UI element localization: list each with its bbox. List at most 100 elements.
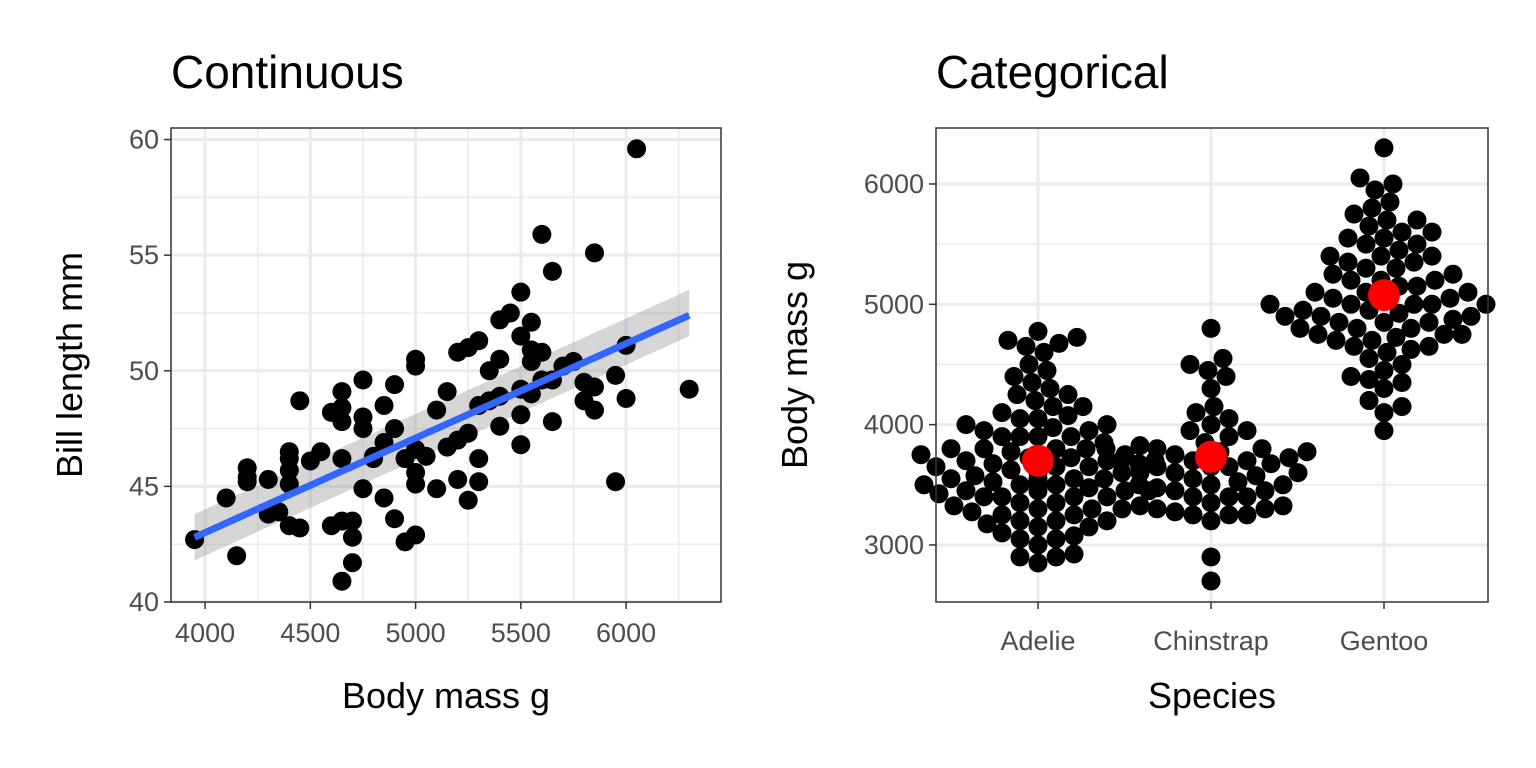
- data-point-chinstrap: [1288, 463, 1308, 483]
- data-point-adelie: [911, 445, 931, 465]
- data-point: [469, 449, 489, 469]
- data-point-adelie: [1028, 535, 1048, 555]
- data-point-adelie: [1046, 475, 1066, 495]
- data-point: [332, 449, 352, 469]
- data-point-adelie: [1073, 397, 1093, 417]
- data-point-adelie: [1064, 505, 1084, 525]
- data-point-gentoo: [1347, 318, 1367, 338]
- data-point-adelie: [1028, 321, 1048, 341]
- x-tick-label: 6000: [596, 618, 656, 648]
- data-point-gentoo: [1365, 180, 1385, 200]
- data-point: [511, 435, 531, 455]
- data-point-adelie: [1040, 379, 1060, 399]
- data-point-gentoo: [1290, 318, 1310, 338]
- data-point-adelie: [1058, 385, 1078, 405]
- data-point-gentoo: [1374, 360, 1394, 380]
- data-point-adelie: [1028, 517, 1048, 537]
- x-tick-label: 5500: [491, 618, 551, 648]
- data-point-adelie: [992, 487, 1012, 507]
- data-point-adelie: [992, 523, 1012, 543]
- data-point: [490, 416, 510, 436]
- data-point-gentoo: [1422, 246, 1442, 266]
- data-point-gentoo: [1341, 270, 1361, 290]
- data-point-chinstrap: [1147, 478, 1167, 498]
- data-point: [469, 472, 489, 492]
- data-point-adelie: [977, 514, 997, 534]
- y-tick-label: 6000: [864, 169, 924, 199]
- data-point-chinstrap: [1201, 571, 1221, 591]
- data-point-gentoo: [1392, 373, 1412, 393]
- data-point: [427, 479, 447, 499]
- regression-line: [193, 312, 691, 541]
- data-point-adelie: [1067, 327, 1087, 347]
- continuous-points: [185, 139, 699, 591]
- data-point-gentoo: [1419, 336, 1439, 356]
- data-point-adelie: [944, 496, 964, 516]
- data-point: [458, 490, 478, 510]
- continuous-panel: Continuous 4000 4500 5000 5500 6000 40 45 50 55 6…: [49, 46, 722, 716]
- data-point-gentoo: [1260, 294, 1280, 314]
- categorical-points: [911, 138, 1496, 591]
- data-point: [385, 419, 405, 439]
- data-point-adelie: [929, 484, 949, 504]
- data-point-gentoo: [1401, 339, 1421, 359]
- data-point-gentoo: [1404, 294, 1424, 314]
- data-point-adelie: [1001, 460, 1021, 480]
- data-point-gentoo: [1407, 210, 1427, 230]
- x-tick-label: Adelie: [1000, 626, 1075, 656]
- data-point-adelie: [1010, 529, 1030, 549]
- data-point-chinstrap: [1237, 487, 1257, 507]
- data-point-gentoo: [1476, 294, 1496, 314]
- x-tick-label: 4500: [280, 618, 340, 648]
- data-point-gentoo: [1338, 228, 1358, 248]
- data-point-adelie: [1001, 442, 1021, 462]
- data-point-gentoo: [1374, 421, 1394, 441]
- data-point-gentoo: [1359, 370, 1379, 390]
- data-point-chinstrap: [1165, 481, 1185, 501]
- data-point-chinstrap: [1183, 505, 1203, 525]
- data-point-gentoo: [1323, 264, 1343, 284]
- data-point-gentoo: [1419, 312, 1439, 332]
- data-point-gentoo: [1374, 312, 1394, 332]
- data-point-adelie: [914, 475, 934, 495]
- data-point-gentoo: [1356, 258, 1376, 278]
- data-point-gentoo: [1392, 354, 1412, 374]
- data-point-adelie: [1022, 373, 1042, 393]
- data-point-adelie: [956, 481, 976, 501]
- data-point-chinstrap: [1111, 451, 1131, 471]
- data-point: [542, 412, 562, 432]
- data-point: [521, 312, 541, 332]
- categorical-panel: Categorical Adelie Chinstrap Gentoo 3000 400…: [774, 46, 1496, 716]
- data-point-chinstrap: [1252, 439, 1272, 459]
- data-point-chinstrap: [1297, 442, 1317, 462]
- data-point-gentoo: [1404, 252, 1424, 272]
- data-point-gentoo: [1452, 324, 1472, 344]
- data-point-gentoo: [1434, 324, 1454, 344]
- data-point-chinstrap: [1147, 499, 1167, 519]
- data-point-adelie: [1076, 439, 1096, 459]
- data-point-adelie: [992, 427, 1012, 447]
- data-point-adelie: [1010, 493, 1030, 513]
- data-point: [511, 282, 531, 302]
- data-point-gentoo: [1350, 168, 1370, 188]
- species-means: [1022, 279, 1400, 477]
- data-point-chinstrap: [1237, 451, 1257, 471]
- data-point-chinstrap: [1180, 421, 1200, 441]
- data-point-adelie: [1046, 493, 1066, 513]
- data-point-gentoo: [1293, 300, 1313, 320]
- data-point: [679, 379, 699, 399]
- data-point-adelie: [1010, 547, 1030, 567]
- data-point-chinstrap: [1204, 397, 1224, 417]
- data-point-gentoo: [1311, 306, 1331, 326]
- data-point-gentoo: [1359, 391, 1379, 411]
- x-tick-label: Gentoo: [1340, 626, 1429, 656]
- data-point-adelie: [1061, 448, 1081, 468]
- data-point-gentoo: [1359, 216, 1379, 236]
- categorical-y-axis-title: Body mass g: [774, 261, 815, 469]
- categorical-panel-border: [935, 127, 1489, 603]
- data-point-adelie: [1082, 499, 1102, 519]
- data-point: [627, 139, 647, 159]
- data-point-chinstrap: [1219, 427, 1239, 447]
- data-point-gentoo: [1359, 348, 1379, 368]
- data-point: [353, 370, 373, 390]
